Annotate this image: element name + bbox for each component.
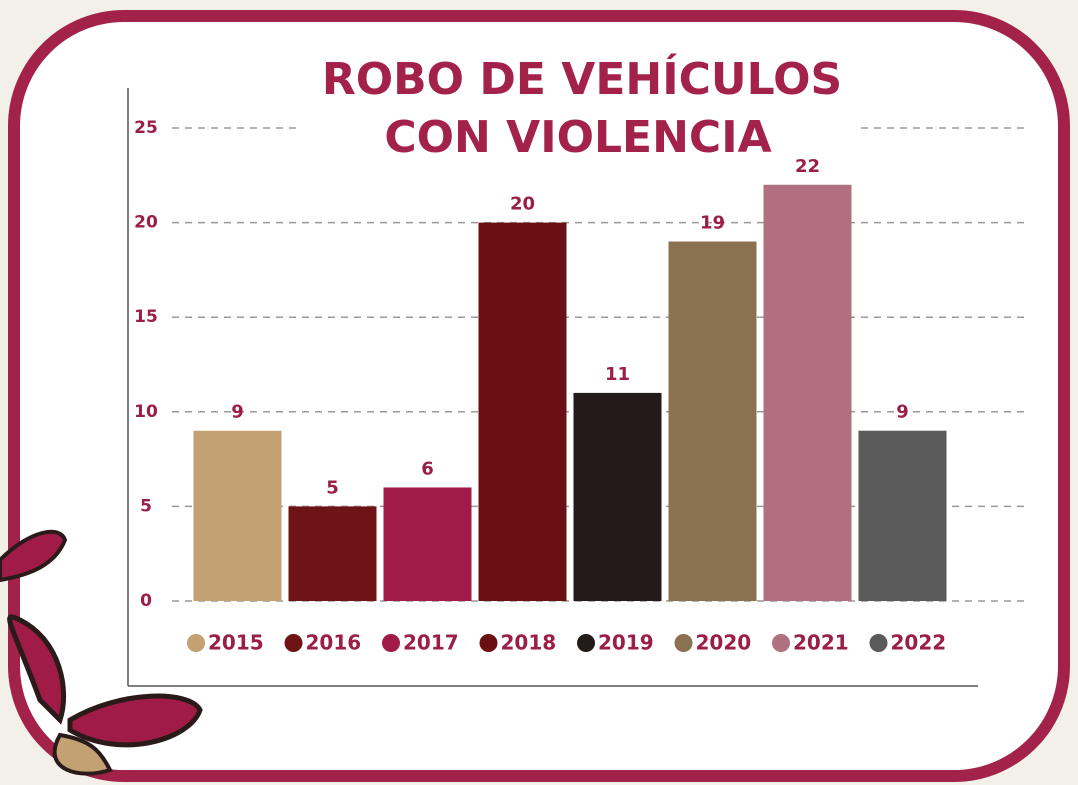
value-label: 9 <box>896 402 909 423</box>
value-label: 19 <box>700 213 725 234</box>
bar <box>763 184 852 601</box>
y-tick-label: 15 <box>134 307 158 327</box>
chart-title: CON VIOLENCIA <box>384 112 771 163</box>
chart-title: ROBO DE VEHÍCULOS <box>322 52 842 105</box>
legend-marker <box>772 634 790 652</box>
y-tick-label: 20 <box>134 213 158 233</box>
bar <box>288 506 377 601</box>
value-label: 11 <box>605 364 630 385</box>
bar <box>478 222 567 601</box>
legend-label: 2021 <box>793 631 849 655</box>
value-label: 9 <box>231 402 244 423</box>
bar <box>858 430 947 601</box>
legend-label: 2020 <box>696 631 752 655</box>
title-backdrop <box>300 55 860 165</box>
bar <box>668 241 757 601</box>
y-tick-label: 0 <box>140 591 152 611</box>
y-tick-label: 5 <box>140 496 152 516</box>
legend-label: 2022 <box>891 631 947 655</box>
value-label: 22 <box>795 156 820 177</box>
legend-marker <box>187 634 205 652</box>
y-tick-label: 10 <box>134 402 158 422</box>
legend-label: 2015 <box>208 631 264 655</box>
legend-marker <box>577 634 595 652</box>
legend-marker <box>869 634 888 652</box>
legend-marker <box>479 634 498 652</box>
legend-marker <box>674 634 693 652</box>
butterfly-decoration <box>0 529 203 776</box>
legend-label: 2017 <box>403 631 459 655</box>
legend-marker <box>284 634 303 652</box>
bar <box>383 487 472 601</box>
bar <box>573 392 662 601</box>
legend-label: 2016 <box>306 631 362 655</box>
value-label: 20 <box>510 194 535 215</box>
value-label: 5 <box>326 477 339 498</box>
y-tick-label: 25 <box>134 118 158 138</box>
value-label: 6 <box>421 458 434 479</box>
legend-label: 2018 <box>501 631 557 655</box>
legend-marker <box>382 634 400 652</box>
bar <box>193 430 282 601</box>
legend-label: 2019 <box>598 631 654 655</box>
